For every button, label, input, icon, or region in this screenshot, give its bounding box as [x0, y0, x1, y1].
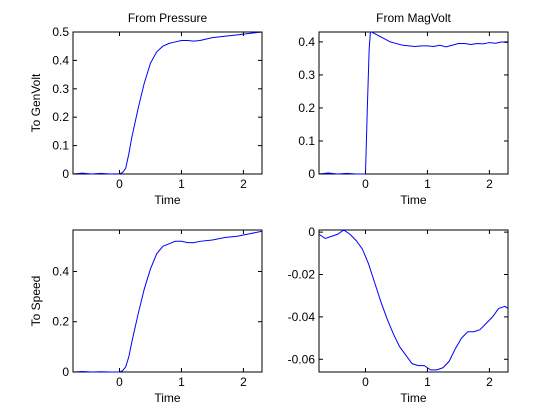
y-tick-label: -0.02: [288, 268, 316, 282]
x-tick-label: 2: [486, 177, 493, 191]
series-line: [318, 229, 509, 371]
x-tick-label: 1: [424, 177, 431, 191]
x-tick-label: 0: [116, 177, 123, 191]
series-line: [318, 31, 509, 175]
x-axis-label: Time: [400, 193, 427, 207]
y-axis-label: To GenVolt: [29, 73, 43, 132]
axes-frame: [72, 31, 263, 175]
y-tick-label: 0.1: [298, 134, 315, 148]
x-tick-label: 0: [362, 177, 369, 191]
y-tick-label: 0.2: [298, 101, 315, 115]
y-tick-label: 0.3: [298, 68, 315, 82]
y-tick-label: 0.2: [52, 110, 69, 124]
y-tick-label: 0.5: [52, 25, 69, 39]
subplot-pressure-to-genvolt: 0 1 2 0 0.1 0.2 0.3 0.4 0.5 Time From Pressure To G…: [29, 11, 263, 207]
axes-frame: [318, 31, 509, 175]
x-axis-label: Time: [400, 391, 427, 405]
y-axis-label: To Speed: [29, 276, 43, 327]
y-tick-label: 0.4: [298, 35, 315, 49]
axes-frame: [318, 229, 509, 373]
x-axis-label: Time: [154, 391, 181, 405]
x-tick-label: 2: [240, 375, 247, 389]
x-tick-label: 1: [178, 177, 185, 191]
x-tick-label: 1: [424, 375, 431, 389]
y-tick-label: 0.4: [52, 53, 69, 67]
x-tick-label: 2: [240, 177, 247, 191]
series-line: [72, 31, 263, 175]
subplot-title: From Pressure: [128, 11, 208, 25]
y-tick-label: 0.1: [52, 139, 69, 153]
x-tick-label: 2: [486, 375, 493, 389]
y-tick-label: 0: [308, 225, 315, 239]
subplot-title: From MagVolt: [376, 11, 451, 25]
axes-frame: [72, 229, 263, 373]
x-tick-label: 0: [116, 375, 123, 389]
y-tick-label: 0: [308, 167, 315, 181]
y-tick-label: 0.4: [52, 264, 69, 278]
subplot-pressure-to-speed: 0 1 2 0 0.2 0.4 Time To Speed: [29, 229, 263, 405]
x-tick-label: 1: [178, 375, 185, 389]
y-tick-label: 0: [62, 365, 69, 379]
y-tick-label: 0.2: [52, 315, 69, 329]
subplot-magvolt-to-speed: 0 1 2 0 -0.02 -0.04 -0.06 Time: [288, 225, 509, 405]
subplot-magvolt-to-genvolt: 0 1 2 0 0.1 0.2 0.3 0.4 Time From MagVolt: [298, 11, 509, 207]
x-tick-label: 0: [362, 375, 369, 389]
x-axis-label: Time: [154, 193, 181, 207]
y-tick-label: -0.06: [288, 352, 316, 366]
series-line: [72, 230, 263, 373]
y-tick-label: -0.04: [288, 310, 316, 324]
y-tick-label: 0.3: [52, 82, 69, 96]
y-tick-label: 0: [62, 167, 69, 181]
